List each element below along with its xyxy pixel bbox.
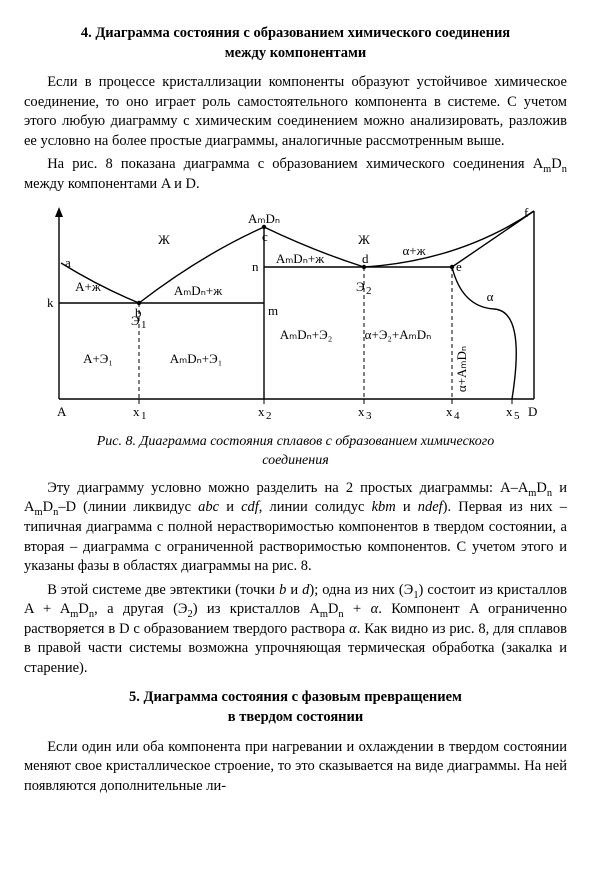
p2-mid: D: [551, 156, 561, 172]
p2-post: между компонентами A и D.: [24, 176, 200, 192]
svg-text:α: α: [487, 289, 494, 304]
section-5-title: 5. Диаграмма состояния с фазовым превращ…: [24, 688, 567, 727]
section-5-paragraph-1: Если один или оба компонента при нагрева…: [24, 738, 567, 797]
caption-l2: соединения: [262, 453, 328, 468]
section-4-paragraph-4: В этой системе две эвтектики (точки b и …: [24, 581, 567, 679]
svg-text:k: k: [47, 295, 54, 310]
svg-text:D: D: [528, 404, 537, 419]
caption-l1: Рис. 8. Диаграмма состояния сплавов с об…: [97, 434, 495, 449]
svg-text:α+Э₂+AₘDₙ: α+Э₂+AₘDₙ: [365, 327, 432, 342]
svg-text:A+ж: A+ж: [75, 279, 102, 294]
svg-text:2: 2: [266, 410, 272, 422]
svg-text:x: x: [258, 404, 265, 419]
svg-text:x: x: [133, 404, 140, 419]
svg-text:α+AₘDₙ: α+AₘDₙ: [454, 345, 469, 391]
svg-text:Э: Э: [356, 279, 365, 294]
svg-text:A: A: [57, 404, 67, 419]
section-4-title: 4. Диаграмма состояния с образованием хи…: [24, 24, 567, 63]
svg-text:AₘDₙ+ж: AₘDₙ+ж: [174, 283, 223, 298]
svg-text:Ж: Ж: [358, 232, 370, 247]
svg-text:x: x: [506, 404, 513, 419]
section-4-paragraph-3: Эту диаграмму условно можно разделить на…: [24, 479, 567, 577]
svg-text:m: m: [268, 303, 278, 318]
svg-text:a: a: [65, 255, 71, 270]
svg-text:x: x: [446, 404, 453, 419]
section-5-title-line1: 5. Диаграмма состояния с фазовым превращ…: [129, 689, 462, 705]
svg-text:4: 4: [454, 410, 460, 422]
svg-text:Э: Э: [131, 313, 140, 328]
svg-text:α+ж: α+ж: [402, 243, 426, 258]
svg-text:AₘDₙ: AₘDₙ: [248, 211, 280, 226]
svg-text:n: n: [252, 259, 259, 274]
svg-text:d: d: [362, 251, 369, 266]
section-4-paragraph-1: Если в процессе кристаллизации компонент…: [24, 73, 567, 151]
svg-text:AₘDₙ+ж: AₘDₙ+ж: [276, 251, 325, 266]
figure-8-caption: Рис. 8. Диаграмма состояния сплавов с об…: [24, 433, 567, 471]
svg-text:e: e: [456, 259, 462, 274]
svg-text:A+Э₁: A+Э₁: [83, 351, 113, 366]
svg-text:2: 2: [366, 285, 372, 297]
svg-text:1: 1: [141, 410, 147, 422]
p2-pre: На рис. 8 показана диаграмма с образован…: [47, 156, 543, 172]
section-4-paragraph-2: На рис. 8 показана диаграмма с образован…: [24, 155, 567, 194]
svg-text:AₘDₙ+Э₁: AₘDₙ+Э₁: [170, 351, 223, 366]
svg-text:c: c: [262, 229, 268, 244]
figure-8: x1x2x3x4x5ADakbmcndefЭ1Э2ЖЖA+жAₘDₙ+жAₘDₙ…: [24, 199, 567, 430]
svg-text:1: 1: [141, 319, 147, 331]
svg-text:AₘDₙ+Э₂: AₘDₙ+Э₂: [280, 327, 333, 342]
svg-text:3: 3: [366, 410, 372, 422]
phase-diagram-svg: x1x2x3x4x5ADakbmcndefЭ1Э2ЖЖA+жAₘDₙ+жAₘDₙ…: [24, 199, 544, 423]
svg-text:Ж: Ж: [158, 232, 170, 247]
section-5-title-line2: в твердом состоянии: [228, 709, 363, 725]
svg-text:x: x: [358, 404, 365, 419]
svg-text:f: f: [524, 205, 529, 220]
section-4-title-line1: 4. Диаграмма состояния с образованием хи…: [81, 25, 510, 41]
svg-text:5: 5: [514, 410, 520, 422]
section-4-title-line2: между компонентами: [225, 45, 367, 61]
